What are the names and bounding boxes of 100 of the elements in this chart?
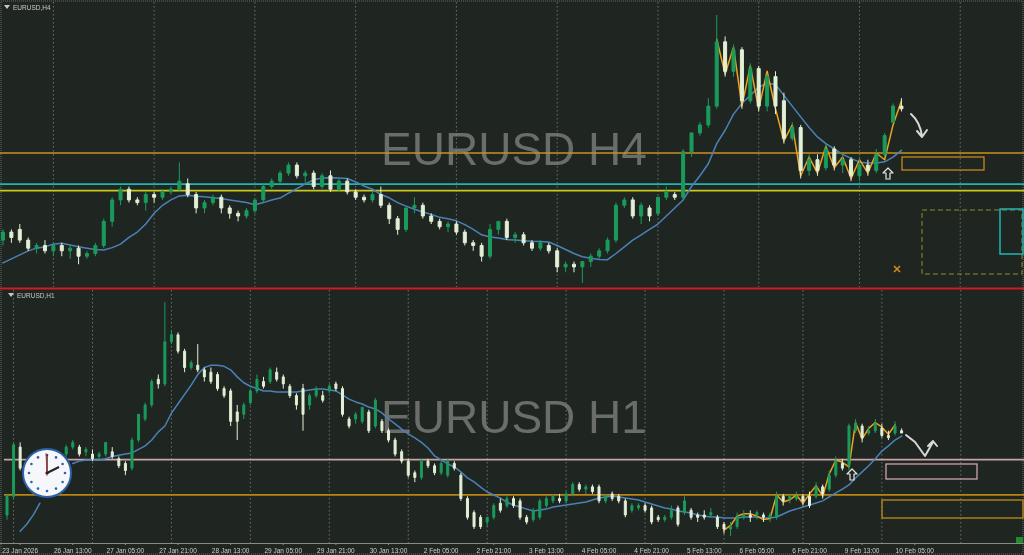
candlestick — [395, 215, 400, 236]
candlestick — [454, 220, 459, 236]
candlestick — [118, 186, 123, 206]
candlestick — [546, 242, 551, 255]
candlestick — [59, 242, 64, 257]
candlestick — [765, 73, 770, 112]
candlestick — [336, 177, 341, 193]
candlestick — [176, 331, 180, 354]
candlestick — [544, 495, 548, 509]
candlestick — [588, 253, 593, 268]
candlestick — [97, 451, 101, 460]
candlestick — [185, 177, 190, 198]
candlestick — [137, 413, 141, 443]
candlestick — [617, 493, 621, 504]
candlestick — [439, 460, 443, 476]
candlestick — [821, 484, 825, 500]
candlestick — [347, 416, 351, 429]
candlestick — [275, 367, 279, 383]
candlestick — [135, 196, 140, 206]
candlestick — [865, 159, 870, 177]
candlestick — [301, 383, 305, 432]
candlestick — [531, 507, 535, 523]
candlestick — [622, 196, 627, 209]
candlestick — [311, 169, 316, 190]
candlestick — [571, 261, 576, 273]
candlestick — [610, 491, 614, 502]
candlestick — [832, 145, 837, 171]
candlestick — [840, 458, 844, 471]
candlestick — [555, 247, 560, 273]
candlestick — [393, 437, 397, 457]
candlestick — [605, 236, 610, 255]
candlestick — [169, 329, 173, 345]
candlestick — [51, 242, 56, 257]
candlestick — [630, 196, 635, 220]
candlestick — [262, 376, 266, 390]
candlestick — [815, 153, 820, 177]
candlestick — [808, 491, 812, 509]
candlestick — [814, 481, 818, 500]
candlestick — [823, 143, 828, 171]
candlestick — [729, 521, 733, 537]
candlestick — [367, 409, 371, 434]
candlestick — [731, 43, 736, 78]
candlestick — [328, 169, 333, 193]
candlestick — [714, 14, 719, 110]
candlestick — [242, 402, 246, 420]
candlestick — [261, 183, 266, 204]
candlestick — [268, 367, 272, 385]
candlestick — [93, 242, 98, 257]
candlestick — [518, 498, 522, 521]
candlestick — [723, 35, 728, 78]
candlestick — [496, 220, 501, 236]
candlestick — [202, 367, 206, 383]
candlestick — [196, 343, 200, 373]
candlestick — [219, 194, 224, 214]
candlestick — [689, 132, 694, 158]
candlestick — [34, 242, 39, 255]
candlestick — [77, 444, 81, 457]
candlestick — [647, 204, 652, 222]
candlestick — [17, 223, 22, 244]
candlestick — [882, 132, 887, 158]
candlestick — [472, 509, 476, 530]
candlestick — [722, 521, 726, 535]
candlestick — [252, 199, 257, 214]
candlestick — [702, 509, 706, 521]
candlestick — [505, 495, 509, 509]
candlestick — [446, 458, 450, 478]
candlestick — [801, 493, 805, 507]
candlestick — [742, 509, 746, 521]
candlestick — [748, 62, 753, 104]
candlestick — [775, 491, 779, 521]
candlestick — [604, 493, 608, 504]
candlestick — [104, 441, 108, 457]
candlestick — [183, 348, 187, 373]
candlestick — [281, 374, 285, 390]
candlestick — [650, 505, 654, 525]
candlestick — [160, 188, 165, 201]
candlestick — [847, 423, 851, 471]
candlestick — [9, 228, 14, 244]
candlestick — [143, 402, 147, 422]
candlestick — [294, 161, 299, 179]
candlestick — [761, 512, 765, 523]
candlestick — [867, 425, 871, 436]
candlestick — [345, 177, 350, 196]
candlestick — [827, 469, 831, 493]
candlestick — [676, 505, 680, 528]
candlestick — [513, 231, 518, 244]
candlestick — [584, 484, 588, 495]
candlestick — [84, 446, 88, 457]
candlestick — [479, 242, 484, 263]
candlestick — [597, 484, 601, 504]
candlestick — [229, 388, 233, 427]
candlestick — [860, 423, 864, 443]
candlestick — [209, 367, 213, 385]
candlestick — [413, 469, 417, 483]
candlestick — [380, 418, 384, 434]
candlestick — [697, 121, 702, 137]
candlestick — [709, 507, 713, 518]
candlestick — [419, 458, 423, 481]
candlestick — [465, 495, 469, 521]
candlestick — [512, 495, 515, 509]
